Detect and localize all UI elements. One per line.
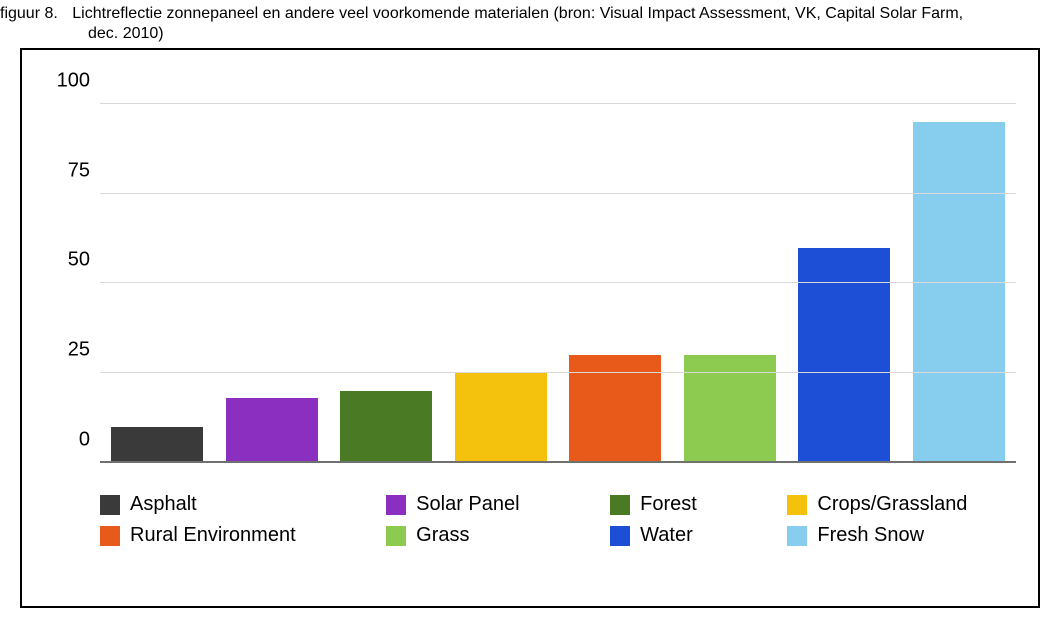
bar-fresh-snow — [913, 122, 1005, 463]
legend-swatch — [610, 526, 630, 546]
figure-label: figuur 8. — [0, 5, 58, 22]
legend-swatch — [787, 526, 807, 546]
y-tick-label: 100 — [57, 69, 90, 92]
legend-label: Asphalt — [130, 493, 197, 516]
legend-item-fresh-snow: Fresh Snow — [787, 524, 1016, 547]
plot-area — [100, 68, 1016, 463]
grid-line — [100, 372, 1016, 373]
legend-label: Water — [640, 524, 693, 547]
baseline — [100, 461, 1016, 463]
legend-item-solar-panel: Solar Panel — [386, 493, 568, 516]
legend-swatch — [386, 526, 406, 546]
legend-item-forest: Forest — [610, 493, 745, 516]
legend-label: Solar Panel — [416, 493, 519, 516]
legend-swatch — [100, 495, 120, 515]
bar-crops-grassland — [455, 373, 547, 463]
y-tick-label: 25 — [68, 339, 90, 362]
grid-line — [100, 282, 1016, 283]
bar-solar-panel — [226, 398, 318, 463]
y-tick-label: 50 — [68, 249, 90, 272]
legend-swatch — [610, 495, 630, 515]
legend-label: Crops/Grassland — [817, 493, 967, 516]
bar-forest — [340, 391, 432, 463]
legend-swatch — [787, 495, 807, 515]
y-axis-labels: 0 25 50 75 100 — [44, 68, 100, 463]
figure-text-line1: Lichtreflectie zonnepaneel en andere vee… — [72, 5, 963, 22]
legend-item-water: Water — [610, 524, 745, 547]
legend-label: Rural Environment — [130, 524, 296, 547]
legend-item-rural-environment: Rural Environment — [100, 524, 344, 547]
legend-item-asphalt: Asphalt — [100, 493, 344, 516]
bar-asphalt — [111, 427, 203, 463]
chart-area: 0 25 50 75 100 — [44, 68, 1016, 463]
grid-line — [100, 103, 1016, 104]
bar-water — [798, 248, 890, 463]
legend-label: Grass — [416, 524, 469, 547]
legend: Asphalt Solar Panel Forest Crops/Grassland R… — [100, 493, 1016, 547]
legend-label: Forest — [640, 493, 697, 516]
figure-caption: figuur 8. Lichtreflectie zonnepaneel en … — [0, 0, 1060, 46]
legend-swatch — [386, 495, 406, 515]
bars-container — [100, 68, 1016, 463]
chart-frame: 0 25 50 75 100 Asphalt Solar Panel Forest Crops… — [20, 48, 1040, 608]
y-tick-label: 75 — [68, 159, 90, 182]
legend-swatch — [100, 526, 120, 546]
y-tick-label: 0 — [79, 429, 90, 452]
grid-line — [100, 193, 1016, 194]
legend-item-crops-grassland: Crops/Grassland — [787, 493, 1016, 516]
legend-item-grass: Grass — [386, 524, 568, 547]
legend-label: Fresh Snow — [817, 524, 924, 547]
figure-text-line2: dec. 2010) — [88, 24, 1060, 44]
